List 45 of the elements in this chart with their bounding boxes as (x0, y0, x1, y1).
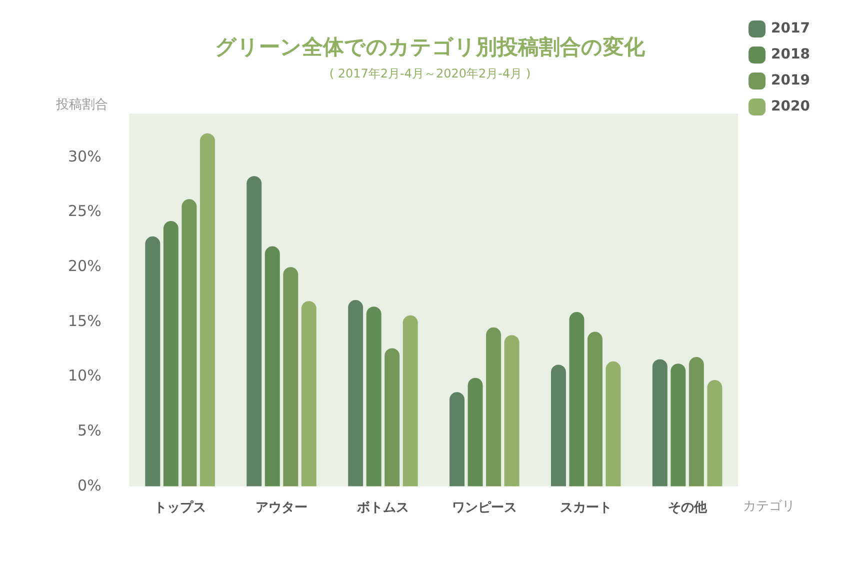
bar (348, 300, 364, 486)
bar (366, 306, 382, 486)
y-axis-title: 投稿割合 (55, 97, 108, 112)
bar (588, 332, 602, 486)
bar (450, 392, 465, 486)
legend-label: 2018 (771, 46, 810, 63)
y-tick-label: 15% (68, 312, 102, 330)
bar (707, 380, 722, 486)
bar (504, 335, 520, 486)
y-tick-label: 5% (78, 421, 102, 440)
bar (670, 364, 686, 486)
bar (145, 236, 160, 486)
bar (384, 348, 400, 486)
bar (283, 267, 298, 486)
bar (200, 133, 215, 486)
bar (569, 312, 584, 486)
bar (652, 359, 668, 486)
x-tick-label: スカート (560, 500, 612, 516)
x-tick-label: ワンピース (452, 500, 517, 516)
chart-title: グリーン全体でのカテゴリ別投稿割合の変化 (215, 35, 646, 60)
bar (486, 327, 502, 486)
bar (301, 301, 316, 486)
bar (402, 315, 418, 486)
bar (550, 364, 566, 486)
bar (688, 357, 704, 486)
x-tick-label: その他 (668, 500, 708, 516)
bar (264, 246, 280, 486)
legend-label: 2017 (771, 20, 810, 37)
bar (246, 176, 262, 486)
x-tick-label: アウター (256, 500, 308, 516)
bar (468, 378, 483, 486)
y-tick-label: 25% (68, 202, 102, 220)
y-tick-label: 10% (68, 366, 102, 385)
y-tick-label: 30% (68, 147, 102, 166)
legend-label: 2020 (771, 98, 810, 115)
bar (182, 199, 197, 486)
chart-subtitle: ( 2017年2月-4月～2020年2月-4月 ) (329, 66, 531, 81)
legend-label: 2019 (771, 72, 810, 89)
bar (606, 361, 621, 486)
y-tick-label: 20% (68, 256, 102, 275)
x-axis-title: カテゴリ (743, 498, 796, 514)
y-tick-label: 0% (78, 476, 102, 494)
x-tick-label: トップス (154, 500, 206, 516)
x-tick-label: ボトムス (356, 500, 409, 516)
bar (163, 221, 178, 486)
